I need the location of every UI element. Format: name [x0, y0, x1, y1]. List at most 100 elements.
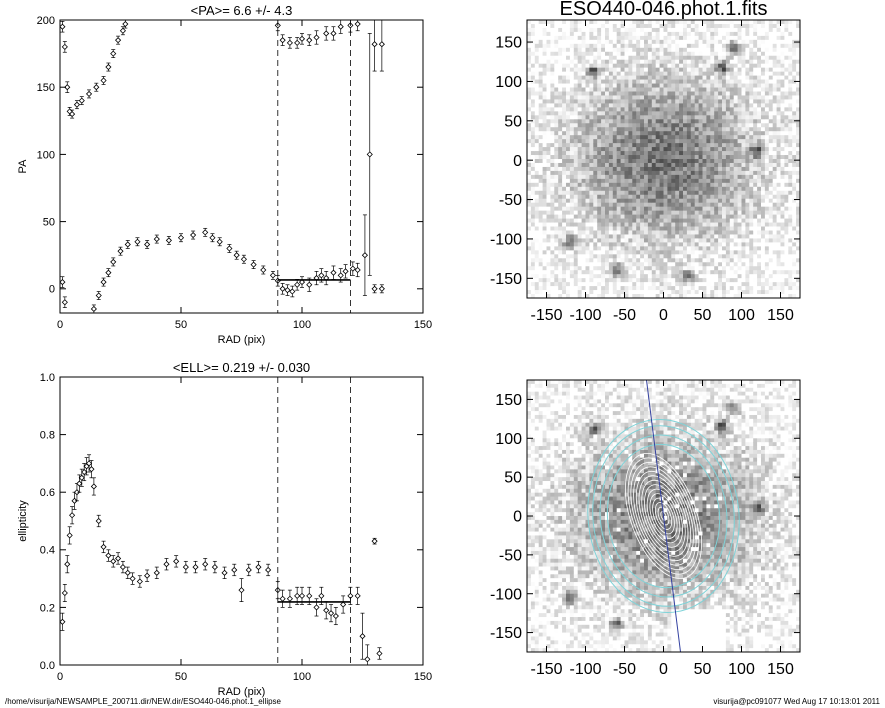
image-pixel [566, 178, 571, 184]
image-pixel [722, 127, 727, 132]
image-pixel [542, 282, 547, 287]
image-pixel [761, 274, 766, 279]
image-pixel [566, 262, 571, 267]
image-pixel [573, 226, 579, 231]
image-pixel [718, 230, 723, 235]
image-pixel [608, 47, 614, 53]
image-pixel [659, 111, 664, 116]
image-pixel [628, 91, 633, 96]
image-pixel [546, 67, 551, 73]
image-pixel [581, 143, 586, 148]
image-pixel [566, 39, 571, 45]
image-pixel [710, 27, 715, 33]
image-pixel [710, 250, 715, 255]
image-pixel [554, 170, 559, 176]
image-pixel [690, 47, 696, 53]
image-pixel [647, 51, 653, 57]
image-pixel [753, 162, 758, 168]
image-pixel [550, 278, 555, 283]
image-pixel [694, 226, 699, 231]
image-pixel [655, 127, 660, 132]
image-pixel [530, 43, 536, 49]
image-pixel [718, 166, 723, 172]
image-pixel [612, 95, 618, 100]
image-pixel [690, 238, 696, 243]
image-pixel [527, 278, 532, 283]
image-pixel [608, 99, 614, 104]
image-pixel [764, 254, 770, 259]
image-pixel [550, 198, 555, 204]
image-pixel [640, 294, 645, 298]
image-pixel [597, 182, 602, 188]
image-pixel [620, 270, 625, 275]
image-pixel [558, 71, 563, 76]
image-pixel [616, 294, 621, 298]
image-pixel [737, 75, 742, 80]
image-pixel [733, 242, 738, 247]
image-pixel [566, 87, 571, 92]
image-pixel [577, 178, 582, 184]
image-pixel [659, 170, 664, 176]
image-pixel [659, 119, 664, 124]
image-pixel [597, 111, 602, 116]
image-pixel [729, 222, 735, 227]
image-pixel [597, 23, 602, 29]
image-pixel [698, 51, 703, 57]
image-pixel [686, 190, 692, 196]
image-pixel [566, 35, 571, 41]
image-pixel [659, 274, 664, 279]
image-pixel [757, 266, 762, 271]
image-pixel [554, 59, 559, 65]
chart-title: <ELL>= 0.219 +/- 0.030 [173, 360, 310, 375]
image-pixel [601, 63, 606, 69]
image-pixel [714, 234, 719, 239]
image-pixel [566, 23, 571, 29]
image-pixel [706, 95, 711, 100]
image-pixel [534, 131, 540, 136]
image-pixel [612, 206, 618, 212]
image-pixel [710, 155, 715, 160]
image-pixel [768, 246, 774, 251]
image-pixel [581, 115, 586, 120]
image-pixel [589, 23, 594, 29]
image-pixel [628, 159, 633, 164]
image-pixel [698, 95, 703, 100]
image-pixel [718, 210, 723, 215]
image-pixel [581, 230, 586, 235]
image-pixel [562, 190, 567, 196]
image-pixel [694, 198, 699, 204]
image-pixel [694, 151, 699, 156]
image-pixel [663, 266, 668, 271]
image-pixel [659, 31, 664, 37]
image-pixel [753, 250, 758, 255]
image-pixel [530, 71, 536, 76]
image-pixel [694, 194, 699, 200]
image-pixel [538, 147, 543, 152]
image-pixel [558, 55, 563, 61]
image-pixel [605, 278, 610, 283]
image-pixel [706, 91, 711, 96]
image-pixel [616, 174, 621, 180]
image-pixel [601, 278, 606, 283]
image-pixel [659, 238, 664, 243]
image-pixel [690, 226, 696, 231]
image-pixel [733, 186, 738, 192]
image-pixel [679, 262, 684, 267]
image-pixel [640, 250, 645, 255]
image-pixel [655, 131, 660, 136]
image-pixel [706, 79, 711, 84]
image-pixel [538, 135, 543, 140]
image-pixel [718, 20, 723, 25]
image-pixel [663, 262, 668, 267]
image-pixel [573, 75, 579, 80]
image-pixel [605, 151, 610, 156]
image-pixel [733, 99, 738, 104]
image-pixel [558, 290, 563, 295]
image-pixel [675, 210, 680, 215]
image-pixel [573, 186, 579, 192]
image-pixel [589, 190, 594, 196]
image-pixel [628, 67, 633, 73]
image-pixel [722, 71, 727, 76]
image-pixel [616, 107, 621, 112]
image-pixel [534, 63, 540, 69]
